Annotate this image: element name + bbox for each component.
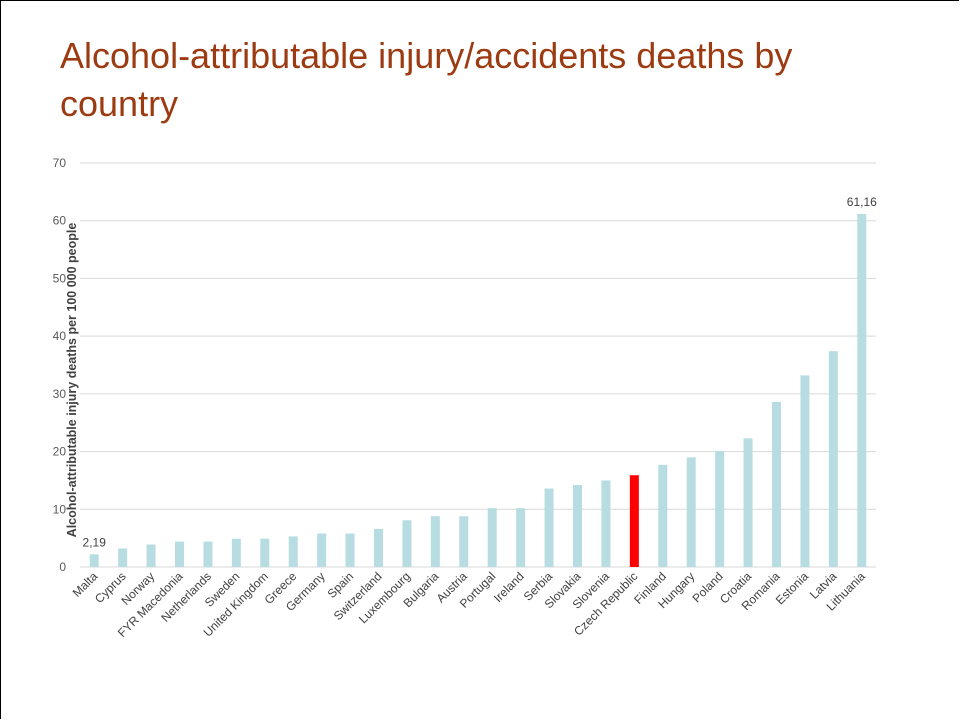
y-tick-label: 40 (53, 329, 67, 343)
x-tick-label: Ireland (491, 569, 527, 605)
y-tick-label: 10 (53, 502, 67, 516)
bar-ireland (516, 508, 526, 567)
bar-serbia (544, 488, 554, 567)
bar-norway (146, 544, 156, 567)
bar-hungary (686, 457, 696, 567)
bar-netherlands (203, 541, 213, 567)
bar-cyprus (118, 548, 128, 567)
bar-slovakia (573, 485, 582, 567)
y-tick-label: 0 (59, 560, 66, 574)
bar-fyr-macedonia (175, 541, 184, 567)
bar-slovenia (601, 480, 611, 567)
bar-lithuania (857, 214, 867, 568)
x-tick-label: Estonia (773, 569, 811, 607)
bar-spain (345, 533, 355, 567)
y-tick-label: 60 (53, 214, 67, 228)
bar-estonia (800, 375, 810, 567)
y-axis-title: Alcohol-attributable injury deaths per 1… (65, 223, 79, 538)
y-tick-label: 20 (53, 445, 67, 459)
y-tick-label: 50 (53, 271, 67, 285)
bar-austria (459, 516, 469, 567)
bar-poland (715, 450, 725, 567)
slide-title: Alcohol-attributable injury/accidents de… (60, 35, 793, 124)
y-tick-label: 30 (53, 387, 67, 401)
bar-czech-republic (629, 475, 639, 567)
bar-united-kingdom (260, 538, 270, 567)
bar-sweden (231, 538, 241, 567)
bar-finland (658, 464, 668, 567)
y-tick-label: 70 (53, 156, 67, 170)
bar-malta (89, 554, 99, 567)
bar-luxembourg (402, 520, 412, 567)
bar-germany (317, 533, 327, 567)
data-label: 2,19 (83, 535, 107, 549)
bar-greece (288, 536, 298, 567)
bar-latvia (828, 351, 838, 567)
data-label: 61,16 (847, 195, 877, 209)
bar-portugal (487, 508, 497, 567)
bar-switzerland (374, 528, 383, 567)
bar-croatia (743, 438, 753, 567)
bar-bulgaria (430, 516, 440, 567)
bar-romania (772, 401, 781, 567)
